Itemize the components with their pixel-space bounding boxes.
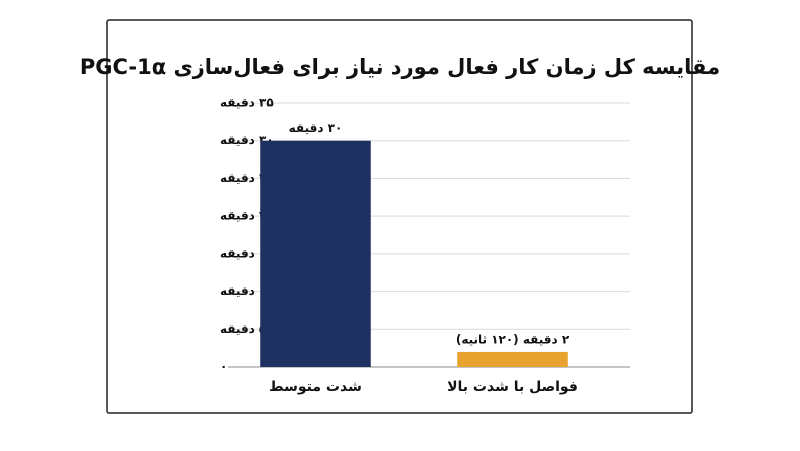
- value-label: ۲ دقیقه (۱۲۰ ثانیه): [456, 332, 570, 346]
- bar: [260, 140, 371, 367]
- chart-title: مقایسه کل زمان کار فعال مورد نیاز برای ف…: [80, 55, 720, 79]
- y-tick-label: ۳۵ دقیقه: [220, 96, 274, 110]
- y-tick-label: ۰: [220, 360, 227, 374]
- x-tick-label: فواصل با شدت بالا: [447, 379, 578, 395]
- y-tick-label: ۵ دقیقه: [220, 322, 266, 336]
- bar: [457, 351, 568, 367]
- x-tick-label: شدت متوسط: [269, 379, 362, 395]
- marks: ۳۰ دقیقه ۲ دقیقه (۱۲۰ ثانیه) شدت متوسط فواص…: [260, 121, 578, 395]
- value-label: ۳۰ دقیقه: [289, 121, 343, 135]
